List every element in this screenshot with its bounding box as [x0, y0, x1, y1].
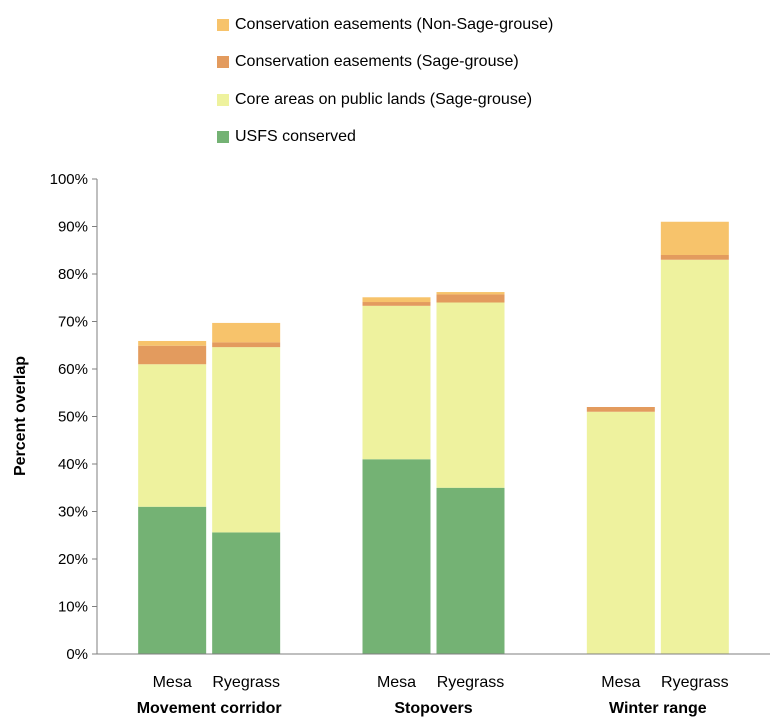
- y-tick-label: 80%: [58, 266, 88, 283]
- bar-segment: [362, 302, 431, 306]
- y-tick-label: 70%: [58, 314, 88, 331]
- bar-segment: [660, 255, 729, 260]
- legend-swatch: [217, 18, 229, 31]
- category-label: Ryegrass: [661, 674, 729, 691]
- group-label: Stopovers: [394, 700, 472, 717]
- bar-segment: [212, 342, 281, 348]
- legend-label: Conservation easements (Non-Sage-grouse): [235, 15, 554, 33]
- category-label: Mesa: [377, 674, 416, 691]
- legend-label: USFS conserved: [235, 128, 356, 146]
- y-tick-label: 90%: [58, 219, 88, 236]
- y-tick-label: 0%: [66, 646, 88, 663]
- y-tick-label: 10%: [58, 599, 88, 616]
- legend-label: Core areas on public lands (Sage-grouse): [235, 90, 533, 108]
- legend-item-usfs-conserved: USFS conserved: [217, 119, 553, 157]
- y-tick-label: 60%: [58, 361, 88, 378]
- legend-swatch: [217, 131, 229, 144]
- group-label: Movement corridor: [137, 700, 282, 717]
- category-label: Mesa: [601, 674, 640, 691]
- bar-segment: [212, 322, 281, 343]
- bar-segment: [586, 411, 655, 654]
- bar-segment: [212, 532, 281, 654]
- bar-segment: [436, 292, 505, 295]
- y-tick-label: 50%: [58, 409, 88, 426]
- legend-item-core-areas: Core areas on public lands (Sage-grouse): [217, 81, 553, 119]
- category-label: Ryegrass: [212, 674, 280, 691]
- bar-segment: [660, 259, 729, 654]
- legend: Conservation easements (Non-Sage-grouse)…: [217, 6, 553, 156]
- category-label: Mesa: [153, 674, 192, 691]
- y-axis-title: Percent overlap: [12, 356, 29, 476]
- bar-segment: [138, 506, 207, 654]
- bar-segment: [212, 347, 281, 533]
- bar-segment: [362, 459, 431, 654]
- bar-segment: [586, 407, 655, 412]
- bar-segment: [660, 221, 729, 255]
- group-label: Winter range: [609, 700, 707, 717]
- category-label: Ryegrass: [437, 674, 505, 691]
- y-tick-label: 40%: [58, 456, 88, 473]
- bar-segment: [436, 294, 505, 303]
- y-tick-label: 100%: [50, 171, 88, 188]
- legend-label: Conservation easements (Sage-grouse): [235, 53, 519, 71]
- legend-swatch: [217, 93, 229, 106]
- bar-segment: [362, 305, 431, 460]
- bar-segment: [138, 345, 207, 365]
- legend-swatch: [217, 56, 229, 69]
- bar-segment: [436, 302, 505, 488]
- bar-segment: [138, 340, 207, 346]
- bar-segment: [436, 487, 505, 654]
- legend-item-non-sage-grouse-easements: Conservation easements (Non-Sage-grouse): [217, 6, 553, 44]
- bar-segment: [138, 364, 207, 507]
- legend-item-sage-grouse-easements: Conservation easements (Sage-grouse): [217, 44, 553, 82]
- bars: [138, 221, 729, 654]
- bar-segment: [362, 297, 431, 303]
- y-tick-label: 30%: [58, 504, 88, 521]
- y-tick-label: 20%: [58, 551, 88, 568]
- axes: Mesa Ryegrass Movement corridor Mesa Ryegras…: [50, 171, 770, 717]
